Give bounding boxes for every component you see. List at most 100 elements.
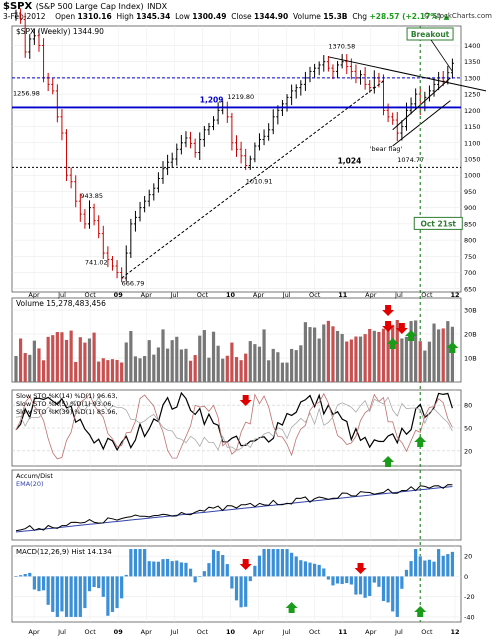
macd-y-tick-label: -40 — [464, 613, 475, 621]
volume-value: 15.3B — [323, 12, 348, 21]
volume-bar — [41, 360, 46, 382]
price-x-tick-label: Apr — [28, 291, 40, 299]
macd-hist-bar — [207, 563, 211, 577]
price-x-tick-label: 09 — [114, 291, 124, 299]
panel-frame-sto — [11, 389, 462, 467]
volume-bar — [294, 350, 298, 382]
price-y-tick-label: 750 — [464, 253, 476, 261]
ema20-line — [15, 486, 453, 533]
volume-bar — [437, 329, 441, 382]
peak-label-1219: 1219.80 — [227, 93, 254, 101]
price-y-tick-label: 650 — [464, 285, 476, 293]
ad-legend-ema: EMA(20) — [16, 480, 44, 488]
volume-bar — [74, 361, 78, 382]
price-y-tick-label: 850 — [464, 220, 476, 228]
volume-red-arrow-icon — [382, 305, 395, 316]
price-x-tick-label: Jul — [57, 291, 66, 299]
volume-bar — [354, 336, 358, 382]
macd-hist-bar — [156, 561, 161, 577]
volume-bar — [202, 330, 206, 382]
chg-value: +28.57 (+2.17%) — [369, 12, 442, 21]
volume-bar — [335, 330, 340, 382]
macd-x-tick-label: Apr — [141, 628, 153, 636]
volume-bar — [234, 357, 239, 382]
macd-hist-bar — [92, 576, 96, 588]
volume-y-tick-label: 10B — [464, 355, 477, 363]
macd-hist-bar — [179, 562, 183, 577]
macd-hist-bar — [349, 576, 353, 585]
chg-label: Chg — [352, 12, 368, 21]
macd-hist-bar — [262, 549, 266, 577]
macd-green-arrow-icon — [414, 606, 427, 617]
price-y-tick-label: 1250 — [464, 91, 481, 99]
volume-bar — [414, 320, 418, 382]
macd-x-tick-label: Jul — [282, 628, 291, 636]
bear-flag-lower — [392, 100, 451, 147]
trough-label-1010: 1010.91 — [246, 177, 273, 185]
macd-hist-bar — [381, 576, 386, 602]
bear-flag-label: 'bear flag' — [370, 145, 403, 153]
macd-green-arrow-icon — [285, 602, 298, 613]
macd-hist-bar — [358, 576, 363, 595]
volume-bar — [64, 339, 69, 382]
macd-hist-bar — [23, 574, 27, 577]
price-y-tick-label: 900 — [464, 204, 476, 212]
trough-label-741: 741.02 — [85, 258, 108, 266]
volume-bar — [349, 339, 353, 382]
volume-bar — [207, 357, 211, 382]
volume-bar — [133, 356, 138, 382]
panel-frame-ad — [11, 469, 462, 541]
macd-legend: MACD(12,26,9) Hist 14.134 — [16, 548, 112, 556]
macd-hist-bar — [386, 576, 390, 603]
macd-hist-bar — [391, 576, 395, 612]
volume-bar — [78, 337, 82, 382]
macd-x-tick-label: Oct — [85, 628, 97, 636]
macd-hist-bar — [244, 576, 248, 607]
macd-hist-bar — [303, 561, 308, 577]
volume-bar — [14, 355, 18, 382]
peak-label-1370: 1370.58 — [328, 43, 355, 51]
price-y-tick-label: 1300 — [464, 74, 481, 82]
macd-hist-bar — [175, 560, 179, 577]
price-x-tick-label: Apr — [141, 291, 153, 299]
macd-hist-bar — [363, 576, 367, 598]
volume-bar — [432, 323, 436, 382]
price-x-tick-label: Oct — [85, 291, 97, 299]
macd-hist-bar — [427, 559, 432, 577]
macd-hist-bar — [110, 576, 115, 612]
macd-hist-bar — [198, 576, 202, 577]
macd-hist-bar — [335, 576, 340, 584]
volume-bar — [331, 326, 335, 382]
volume-bar — [188, 360, 193, 382]
macd-hist-bar — [74, 576, 78, 617]
volume-bar — [340, 333, 344, 382]
level-label-1024: 1,024 — [338, 156, 362, 165]
volume-bar — [198, 335, 202, 382]
bear-flag-upper — [392, 77, 451, 131]
volume-bar — [427, 341, 432, 382]
volume-bar — [184, 348, 188, 382]
sto-k5-line — [15, 392, 453, 460]
macd-hist-bar — [322, 568, 326, 577]
volume-red-arrow-icon — [382, 321, 395, 332]
volume-bar — [32, 340, 36, 382]
price-x-tick-label: Oct — [421, 291, 433, 299]
volume-bar — [23, 353, 27, 382]
volume-bar — [358, 336, 363, 382]
macd-x-tick-label: 10 — [226, 628, 236, 636]
macd-hist-bar — [423, 560, 427, 577]
volume-bar — [138, 358, 142, 382]
volume-bar — [267, 360, 271, 382]
sto-legend-entry: Slow STO %K(39) %D(1) 85.96, — [16, 408, 118, 416]
high-label: High — [116, 12, 134, 21]
volume-bar — [120, 362, 124, 382]
macd-hist-bar — [143, 549, 147, 577]
macd-hist-bar — [97, 576, 101, 589]
volume-bar — [450, 326, 455, 382]
macd-hist-bar — [432, 561, 436, 577]
open-label: Open — [55, 12, 76, 21]
macd-hist-bar — [377, 576, 381, 587]
macd-y-tick-label: 20 — [464, 553, 472, 561]
macd-x-tick-label: Oct — [197, 628, 209, 636]
